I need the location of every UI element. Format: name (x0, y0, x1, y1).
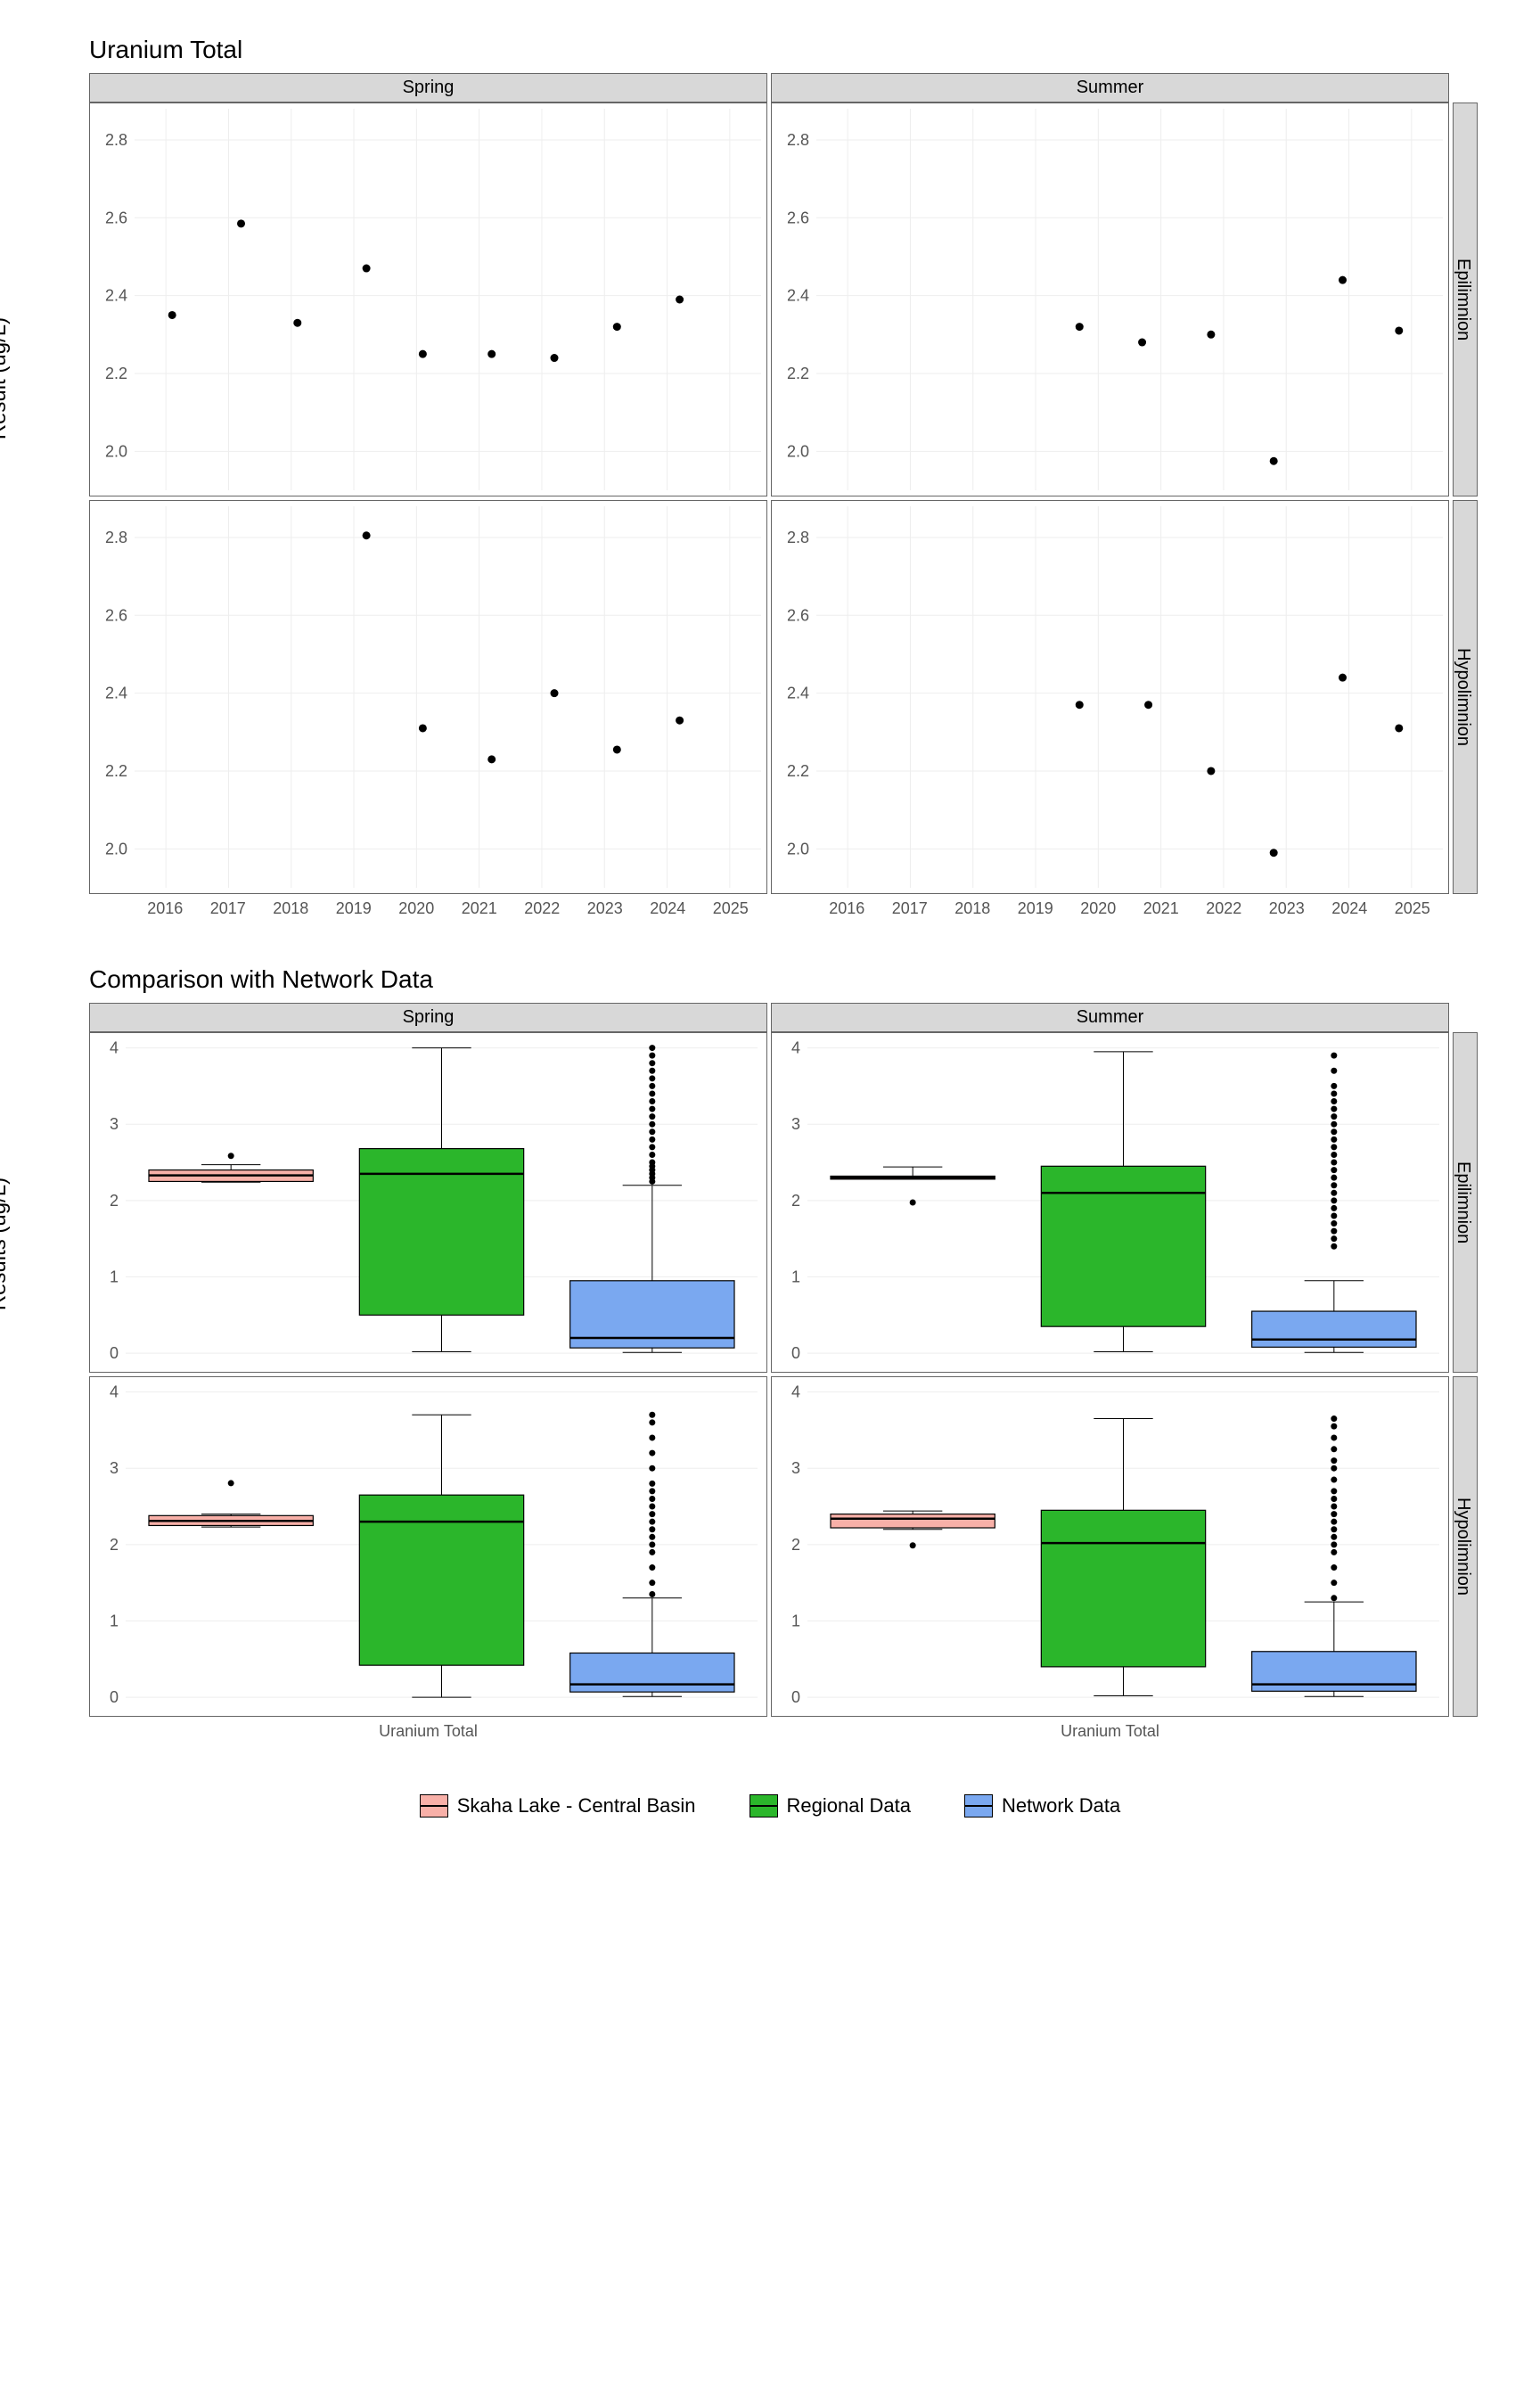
legend-label: Skaha Lake - Central Basin (457, 1794, 696, 1818)
svg-text:2020: 2020 (1080, 899, 1116, 917)
panel-summer-hypolimnion: 2.0 2.2 2.4 2.6 2.8 (771, 500, 1449, 894)
x-cat-2: Uranium Total (771, 1717, 1449, 1741)
facet2-col-summer: Summer (771, 1003, 1449, 1032)
svg-text:2018: 2018 (954, 899, 990, 917)
svg-text:1: 1 (110, 1612, 119, 1630)
svg-text:4: 4 (791, 1383, 800, 1401)
panel-spring-epilimnion: 2.0 2.2 2.4 2.6 2.8 (89, 103, 767, 496)
svg-text:2020: 2020 (398, 899, 434, 917)
chart1-ylabel: Result (ug/L) (0, 317, 12, 439)
svg-text:2025: 2025 (1395, 899, 1430, 917)
facet-col-spring: Spring (89, 73, 767, 103)
svg-text:1: 1 (791, 1612, 800, 1630)
svg-text:2019: 2019 (336, 899, 372, 917)
svg-text:2: 2 (791, 1536, 800, 1554)
svg-text:1: 1 (110, 1268, 119, 1286)
facet-row-hypolimnion: Hypolimnion (1453, 500, 1478, 894)
svg-text:2.6: 2.6 (105, 606, 127, 624)
svg-text:2: 2 (110, 1536, 119, 1554)
svg-text:2: 2 (791, 1192, 800, 1210)
facet-row-epilimnion: Epilimnion (1453, 103, 1478, 496)
facet2-row-hypo: Hypolimnion (1453, 1376, 1478, 1717)
facet2-col-spring: Spring (89, 1003, 767, 1032)
svg-text:2024: 2024 (650, 899, 685, 917)
svg-text:2.2: 2.2 (105, 762, 127, 780)
legend-label: Regional Data (787, 1794, 911, 1818)
svg-text:2.4: 2.4 (105, 287, 127, 305)
svg-text:2018: 2018 (273, 899, 308, 917)
legend-item-network: Network Data (964, 1794, 1120, 1818)
panel2-spring-epi: 0 1 2 3 4 (89, 1032, 767, 1373)
svg-text:2.8: 2.8 (105, 131, 127, 149)
svg-text:3: 3 (791, 1115, 800, 1133)
svg-text:2024: 2024 (1331, 899, 1367, 917)
svg-text:2.8: 2.8 (105, 529, 127, 546)
svg-text:2.0: 2.0 (105, 840, 127, 857)
svg-text:2022: 2022 (1206, 899, 1241, 917)
svg-text:2023: 2023 (1269, 899, 1305, 917)
legend-swatch (964, 1794, 993, 1818)
svg-text:2.4: 2.4 (787, 685, 809, 702)
svg-text:2016: 2016 (147, 899, 183, 917)
svg-text:2.6: 2.6 (105, 209, 127, 226)
svg-text:0: 0 (791, 1344, 800, 1362)
svg-text:2.0: 2.0 (787, 840, 809, 857)
chart1-title: Uranium Total (89, 36, 1504, 64)
svg-text:2016: 2016 (829, 899, 864, 917)
svg-text:2017: 2017 (892, 899, 928, 917)
svg-text:2.0: 2.0 (787, 442, 809, 460)
svg-text:2021: 2021 (462, 899, 497, 917)
legend-swatch (750, 1794, 778, 1818)
facet2-row-epi: Epilimnion (1453, 1032, 1478, 1373)
svg-text:4: 4 (110, 1039, 119, 1057)
svg-text:2.8: 2.8 (787, 529, 809, 546)
legend-item-regional: Regional Data (750, 1794, 911, 1818)
svg-text:1: 1 (791, 1268, 800, 1286)
svg-text:2022: 2022 (524, 899, 560, 917)
svg-text:2.2: 2.2 (787, 762, 809, 780)
panel-summer-epilimnion: 2.0 2.2 2.4 2.6 2.8 (771, 103, 1449, 496)
svg-text:2017: 2017 (210, 899, 246, 917)
x-cat-1: Uranium Total (89, 1717, 767, 1741)
svg-text:2: 2 (110, 1192, 119, 1210)
svg-text:2.6: 2.6 (787, 606, 809, 624)
legend-item-skaha: Skaha Lake - Central Basin (420, 1794, 696, 1818)
panel2-summer-hypo: 0 1 2 3 4 (771, 1376, 1449, 1717)
svg-text:4: 4 (791, 1039, 800, 1057)
svg-text:2019: 2019 (1018, 899, 1053, 917)
svg-text:2.2: 2.2 (105, 365, 127, 382)
svg-text:0: 0 (791, 1688, 800, 1706)
svg-text:2.6: 2.6 (787, 209, 809, 226)
panel-spring-hypolimnion: 2.0 2.2 2.4 2.6 2.8 (89, 500, 767, 894)
svg-text:2.2: 2.2 (787, 365, 809, 382)
svg-text:2.4: 2.4 (105, 685, 127, 702)
svg-text:2025: 2025 (713, 899, 749, 917)
panel2-summer-epi: 0 1 2 3 4 (771, 1032, 1449, 1373)
svg-text:2023: 2023 (587, 899, 623, 917)
chart2-title: Comparison with Network Data (89, 965, 1504, 994)
svg-text:3: 3 (791, 1459, 800, 1477)
svg-text:3: 3 (110, 1115, 119, 1133)
svg-text:2.8: 2.8 (787, 131, 809, 149)
chart2-ylabel: Results (ug/L) (0, 1177, 12, 1310)
svg-text:2.4: 2.4 (787, 287, 809, 305)
svg-text:2021: 2021 (1143, 899, 1179, 917)
facet-col-summer: Summer (771, 73, 1449, 103)
svg-text:0: 0 (110, 1344, 119, 1362)
panel2-spring-hypo: 0 1 2 3 4 (89, 1376, 767, 1717)
svg-text:4: 4 (110, 1383, 119, 1401)
legend-swatch (420, 1794, 448, 1818)
legend-label: Network Data (1002, 1794, 1120, 1818)
svg-text:0: 0 (110, 1688, 119, 1706)
svg-text:3: 3 (110, 1459, 119, 1477)
svg-text:2.0: 2.0 (105, 442, 127, 460)
legend: Skaha Lake - Central Basin Regional Data… (36, 1794, 1504, 1818)
